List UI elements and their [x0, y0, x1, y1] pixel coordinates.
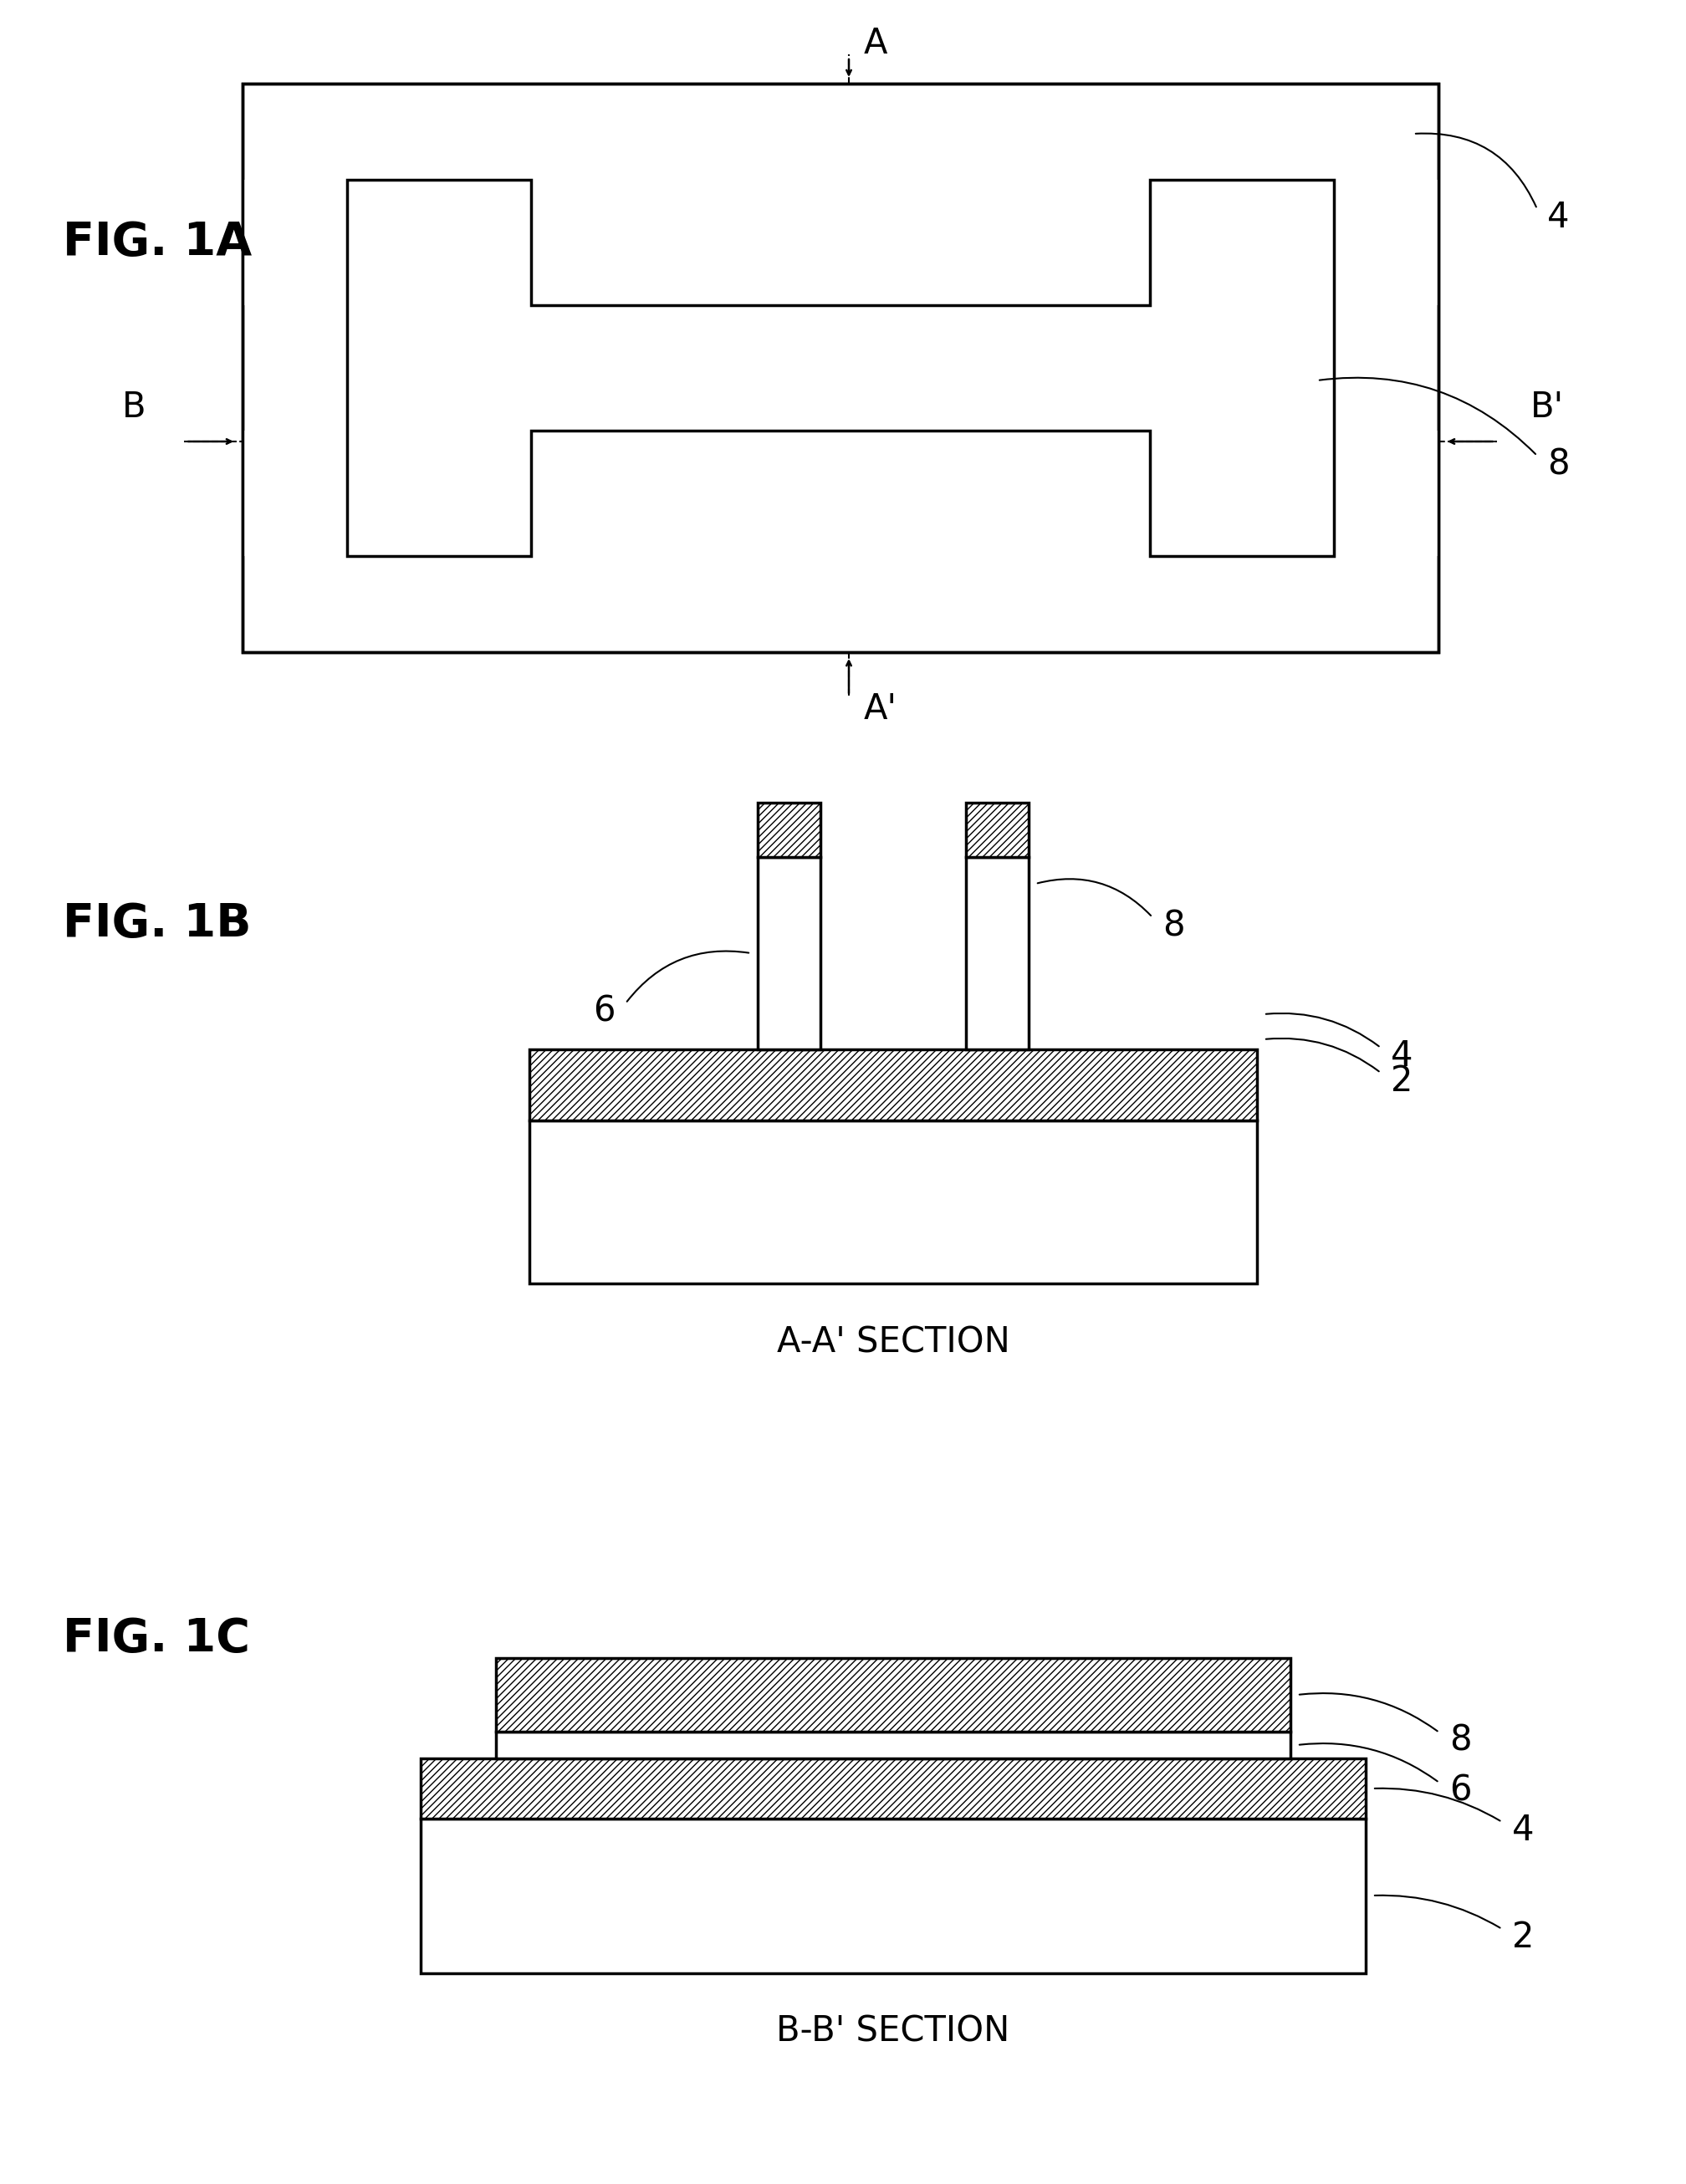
Text: FIG. 1B: FIG. 1B	[62, 902, 251, 946]
Polygon shape	[1334, 430, 1438, 557]
Polygon shape	[243, 430, 347, 557]
Text: A-A' SECTION: A-A' SECTION	[777, 1324, 1010, 1361]
Text: B: B	[121, 389, 145, 424]
Polygon shape	[757, 856, 821, 1048]
Text: B': B'	[1531, 389, 1565, 424]
Text: 6: 6	[1450, 1773, 1472, 1808]
Bar	[496, 1658, 1290, 1732]
Polygon shape	[1334, 179, 1438, 306]
Polygon shape	[529, 1120, 1258, 1284]
Text: 8: 8	[1162, 909, 1185, 943]
Polygon shape	[243, 179, 347, 306]
Text: 4: 4	[1548, 201, 1570, 236]
Text: 4: 4	[1512, 1813, 1534, 1848]
Text: A: A	[863, 26, 889, 61]
Polygon shape	[422, 1819, 1366, 1974]
Text: 6: 6	[593, 994, 615, 1029]
Text: 4: 4	[1391, 1037, 1413, 1075]
Text: B-B' SECTION: B-B' SECTION	[777, 2014, 1010, 2049]
Text: 8: 8	[1450, 1723, 1472, 1758]
Text: 2: 2	[1512, 1920, 1534, 1955]
Text: 2: 2	[1391, 1064, 1413, 1099]
Polygon shape	[531, 179, 1150, 306]
Bar	[757, 804, 821, 856]
Polygon shape	[496, 1732, 1290, 1758]
Polygon shape	[966, 856, 1028, 1048]
Text: FIG. 1C: FIG. 1C	[62, 1616, 250, 1662]
Polygon shape	[531, 430, 1150, 557]
Text: A': A'	[863, 692, 897, 727]
Bar	[529, 1048, 1258, 1120]
Bar	[422, 1758, 1366, 1819]
Text: FIG. 1A: FIG. 1A	[62, 221, 251, 264]
Text: 8: 8	[1548, 446, 1570, 483]
Bar	[966, 804, 1028, 856]
